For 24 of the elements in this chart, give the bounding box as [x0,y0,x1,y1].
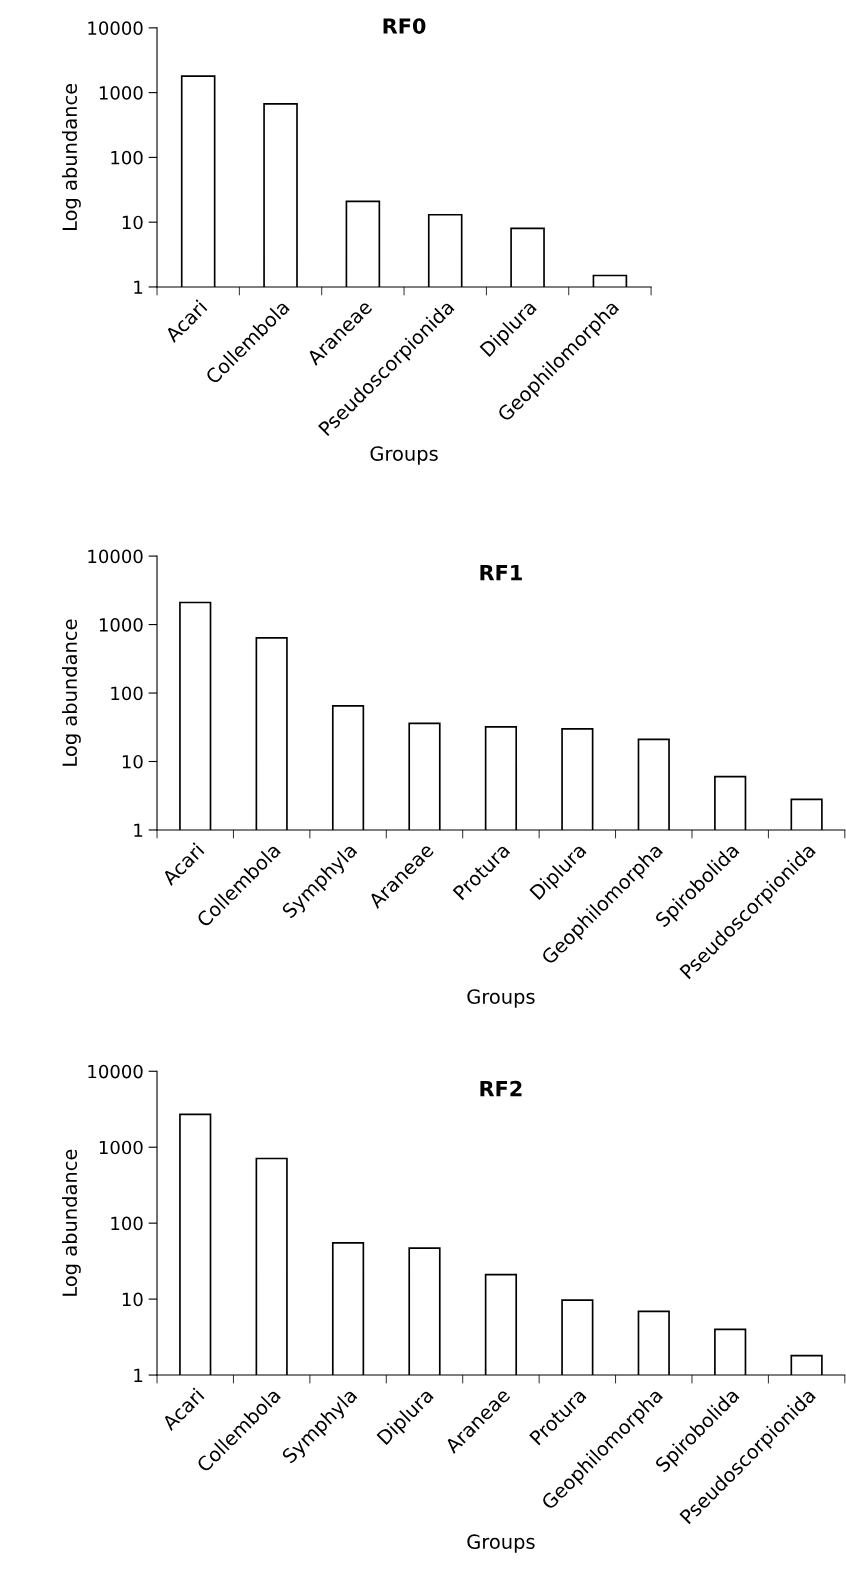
y-axis-title: Log abundance [62,1149,81,1296]
y-tick-label: 1 [134,1368,143,1382]
y-tick-label: 1 [134,280,143,294]
y-tick-label: 1000 [99,1140,143,1155]
y-tick-label: 1 [134,823,143,837]
y-tick-label: 1000 [99,86,143,100]
y-tick-label: 10000 [88,549,143,564]
x-axis-title: Groups [467,989,535,1008]
y-tick-label: 100 [111,1216,143,1231]
y-tick-label: 10 [122,754,143,769]
x-axis-title: Groups [467,1534,535,1553]
chart-title: RF2 [480,1080,522,1097]
chart-title: RF0 [383,18,426,34]
y-tick-label: 10 [122,215,143,230]
y-axis-title: Log abundance [62,619,81,766]
y-tick-label: 10000 [88,21,143,35]
x-axis-title: Groups [370,446,438,465]
y-tick-label: 10 [122,1292,143,1307]
y-tick-label: 1000 [99,618,143,632]
y-axis-title: Log abundance [62,83,81,231]
y-tick-label: 100 [111,150,143,165]
chart-title: RF1 [480,564,522,581]
y-tick-label: 10000 [88,1064,143,1079]
y-tick-label: 100 [111,686,143,701]
